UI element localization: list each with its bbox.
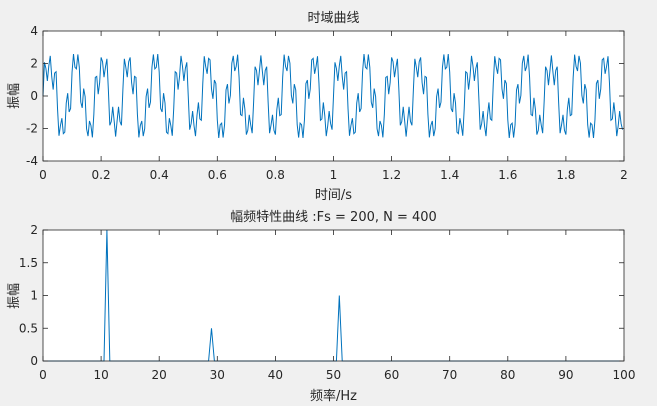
x-tick-label: 1.8 <box>556 168 575 182</box>
frequency-domain-subplot: 0 10 20 30 40 50 60 70 80 90 100 0 0.5 1 1.5 2 幅频特性曲线 :… <box>7 210 635 404</box>
x-tick-label: 90 <box>558 368 573 382</box>
y-tick-label: 2 <box>30 223 38 237</box>
x-tick-label: 80 <box>500 368 515 382</box>
y-tick-label: 0 <box>30 89 38 103</box>
time-domain-xlabel: 时间/s <box>315 188 352 203</box>
y-tick-label: -2 <box>26 122 38 136</box>
x-tick-label: 20 <box>152 368 167 382</box>
x-tick-label: 1 <box>330 168 338 182</box>
frequency-domain-title: 幅频特性曲线 :Fs = 200, N = 400 <box>230 210 437 225</box>
frequency-domain-axes-background <box>43 230 624 361</box>
x-tick-label: 2 <box>620 168 628 182</box>
x-tick-label: 0.4 <box>150 168 169 182</box>
y-tick-label: 0.5 <box>19 321 38 335</box>
x-tick-label: 0.8 <box>266 168 285 182</box>
x-tick-label: 1.6 <box>498 168 517 182</box>
y-tick-label: 1 <box>30 289 38 303</box>
x-tick-label: 1.2 <box>382 168 401 182</box>
x-tick-label: 40 <box>268 368 283 382</box>
x-tick-label: 1.4 <box>440 168 459 182</box>
x-tick-label: 0 <box>39 368 47 382</box>
y-tick-label: 2 <box>30 57 38 71</box>
time-domain-ticks: 0 0.2 0.4 0.6 0.8 1 1.2 1.4 1.6 1.8 2 -4 -2 0 2 4 <box>26 24 628 182</box>
time-domain-title: 时域曲线 <box>307 11 359 26</box>
x-tick-label: 100 <box>613 368 636 382</box>
x-tick-label: 30 <box>210 368 225 382</box>
y-tick-label: 0 <box>30 354 38 368</box>
y-tick-label: 4 <box>30 24 38 38</box>
x-tick-label: 60 <box>384 368 399 382</box>
time-domain-signal-line <box>42 53 624 139</box>
x-tick-label: 70 <box>442 368 457 382</box>
x-tick-label: 0.2 <box>92 168 111 182</box>
frequency-domain-ylabel: 振幅 <box>7 283 22 309</box>
x-tick-label: 0.6 <box>208 168 227 182</box>
y-tick-label: 1.5 <box>19 256 38 270</box>
time-domain-ylabel: 振幅 <box>7 83 22 109</box>
x-tick-label: 50 <box>326 368 341 382</box>
y-tick-label: -4 <box>26 154 38 168</box>
x-tick-label: 0 <box>39 168 47 182</box>
frequency-domain-xlabel: 频率/Hz <box>310 388 357 404</box>
x-tick-label: 10 <box>93 368 108 382</box>
frequency-domain-ticks: 0 10 20 30 40 50 60 70 80 90 100 0 0.5 1 1.5 2 <box>19 223 636 382</box>
